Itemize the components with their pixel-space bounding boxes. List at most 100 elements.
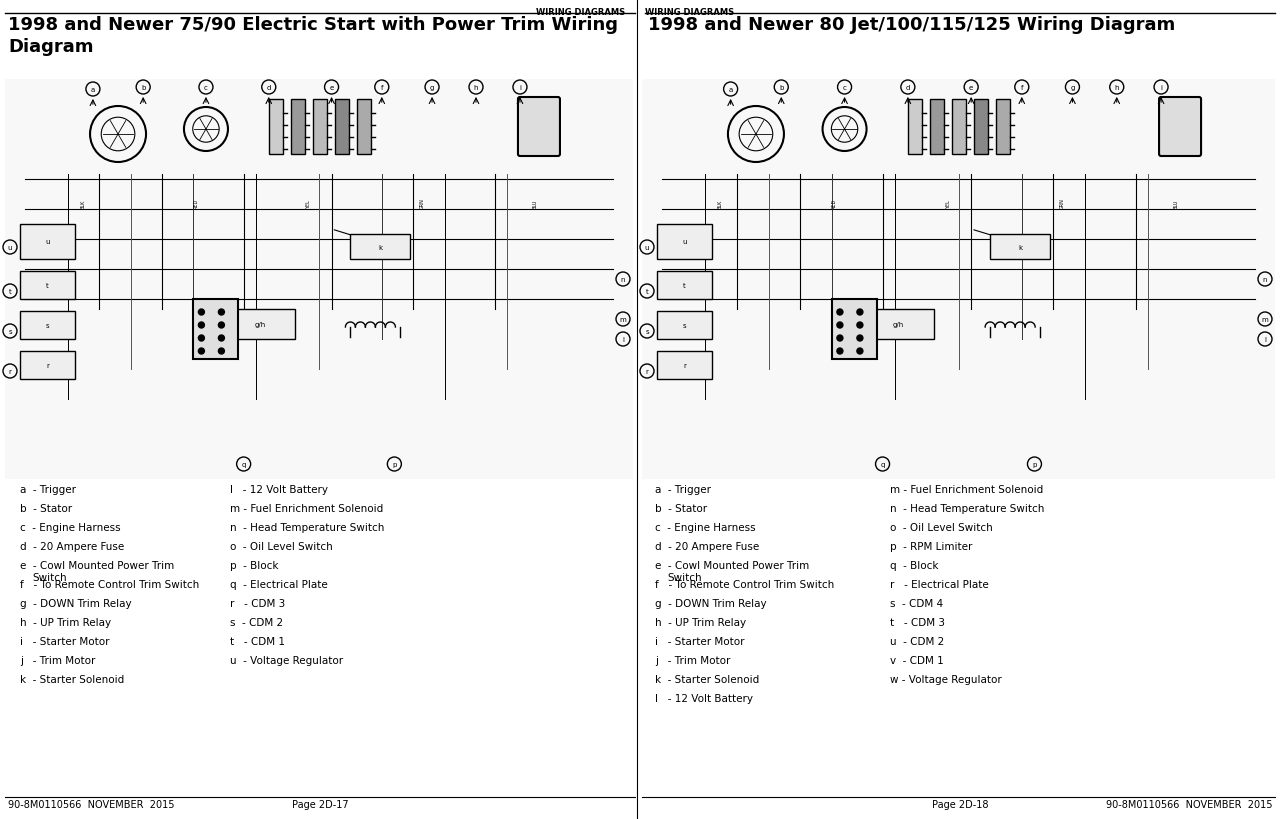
Bar xyxy=(5,80,634,479)
Circle shape xyxy=(856,310,863,315)
Text: t   - CDM 1: t - CDM 1 xyxy=(230,636,285,646)
Text: d  - 20 Ampere Fuse: d - 20 Ampere Fuse xyxy=(20,541,124,551)
Text: Page 2D-18: Page 2D-18 xyxy=(932,799,988,809)
Text: w - Voltage Regulator: w - Voltage Regulator xyxy=(890,674,1002,684)
Text: r: r xyxy=(684,363,686,369)
Text: q  - Block: q - Block xyxy=(890,560,938,570)
Text: p: p xyxy=(392,461,397,468)
Text: h  - UP Trim Relay: h - UP Trim Relay xyxy=(20,618,111,627)
Text: m - Fuel Enrichment Solenoid: m - Fuel Enrichment Solenoid xyxy=(890,484,1043,495)
Circle shape xyxy=(198,349,205,355)
Text: u  - Voltage Regulator: u - Voltage Regulator xyxy=(230,655,343,665)
Text: BLK: BLK xyxy=(718,199,723,209)
Text: YEL: YEL xyxy=(306,200,311,209)
Text: BLK: BLK xyxy=(81,199,86,209)
Text: u: u xyxy=(645,245,649,251)
Text: k  - Starter Solenoid: k - Starter Solenoid xyxy=(655,674,759,684)
Text: k: k xyxy=(1018,244,1023,250)
Text: b: b xyxy=(780,85,783,91)
Text: c: c xyxy=(204,85,207,91)
Text: BLU: BLU xyxy=(1174,199,1179,209)
Text: q  - Electrical Plate: q - Electrical Plate xyxy=(230,579,328,590)
Circle shape xyxy=(856,349,863,355)
Text: s  - CDM 4: s - CDM 4 xyxy=(890,598,943,609)
Text: a: a xyxy=(728,87,732,93)
Text: Page 2D-17: Page 2D-17 xyxy=(292,799,348,809)
Text: a  - Trigger: a - Trigger xyxy=(655,484,710,495)
Text: c  - Engine Harness: c - Engine Harness xyxy=(20,523,120,532)
Text: g: g xyxy=(1070,85,1075,91)
Text: BLU: BLU xyxy=(532,199,538,209)
Text: u: u xyxy=(8,245,13,251)
Text: l   - 12 Volt Battery: l - 12 Volt Battery xyxy=(230,484,328,495)
Text: Switch: Switch xyxy=(32,572,67,582)
Text: l: l xyxy=(622,337,625,342)
Text: e: e xyxy=(329,85,334,91)
Bar xyxy=(269,100,283,155)
Text: WIRING DIAGRAMS: WIRING DIAGRAMS xyxy=(536,8,625,17)
Text: r   - Electrical Plate: r - Electrical Plate xyxy=(890,579,988,590)
Bar xyxy=(643,80,1275,479)
Text: n: n xyxy=(1263,277,1267,283)
Bar xyxy=(20,351,76,379)
Text: l: l xyxy=(1265,337,1266,342)
Bar xyxy=(20,224,76,260)
Text: s: s xyxy=(8,328,12,335)
Circle shape xyxy=(837,349,844,355)
Text: p  - Block: p - Block xyxy=(230,560,279,570)
Text: b  - Stator: b - Stator xyxy=(655,504,707,514)
Text: WIRING DIAGRAMS: WIRING DIAGRAMS xyxy=(645,8,735,17)
Text: j   - Trim Motor: j - Trim Motor xyxy=(20,655,96,665)
Text: v  - CDM 1: v - CDM 1 xyxy=(890,655,943,665)
Text: r: r xyxy=(645,369,649,374)
Text: g  - DOWN Trim Relay: g - DOWN Trim Relay xyxy=(20,598,132,609)
Text: f: f xyxy=(380,85,383,91)
Circle shape xyxy=(198,310,205,315)
Text: p: p xyxy=(1032,461,1037,468)
Circle shape xyxy=(856,336,863,342)
Text: b: b xyxy=(141,85,146,91)
Text: h  - UP Trim Relay: h - UP Trim Relay xyxy=(655,618,746,627)
Bar xyxy=(657,272,712,300)
Text: YEL: YEL xyxy=(946,200,951,209)
Circle shape xyxy=(198,323,205,328)
Text: h: h xyxy=(1115,85,1119,91)
Text: RED: RED xyxy=(832,198,837,209)
Text: c  - Engine Harness: c - Engine Harness xyxy=(655,523,755,532)
Bar xyxy=(974,100,988,155)
Bar xyxy=(193,300,238,360)
Text: p  - RPM Limiter: p - RPM Limiter xyxy=(890,541,973,551)
Text: u: u xyxy=(45,239,50,245)
Text: 1998 and Newer 75/90 Electric Start with Power Trim Wiring
Diagram: 1998 and Newer 75/90 Electric Start with… xyxy=(8,16,618,57)
Text: g/h: g/h xyxy=(255,322,265,328)
Text: GRN: GRN xyxy=(1060,198,1065,209)
Text: c: c xyxy=(842,85,846,91)
Text: r: r xyxy=(46,363,49,369)
Text: r: r xyxy=(9,369,12,374)
Text: m - Fuel Enrichment Solenoid: m - Fuel Enrichment Solenoid xyxy=(230,504,383,514)
Bar xyxy=(657,311,712,340)
Text: e  - Cowl Mounted Power Trim: e - Cowl Mounted Power Trim xyxy=(20,560,174,570)
Text: m: m xyxy=(620,317,626,323)
Text: t   - CDM 3: t - CDM 3 xyxy=(890,618,945,627)
Text: i   - Starter Motor: i - Starter Motor xyxy=(655,636,745,646)
Text: Switch: Switch xyxy=(667,572,701,582)
Text: a  - Trigger: a - Trigger xyxy=(20,484,76,495)
Text: n  - Head Temperature Switch: n - Head Temperature Switch xyxy=(230,523,384,532)
Circle shape xyxy=(837,336,844,342)
Text: g  - DOWN Trim Relay: g - DOWN Trim Relay xyxy=(655,598,767,609)
Text: i   - Starter Motor: i - Starter Motor xyxy=(20,636,110,646)
Text: s: s xyxy=(46,323,50,328)
Text: e: e xyxy=(969,85,973,91)
Text: a: a xyxy=(91,87,95,93)
Text: k: k xyxy=(379,244,383,250)
Text: f: f xyxy=(1020,85,1023,91)
Bar xyxy=(996,100,1010,155)
Text: t: t xyxy=(645,288,649,295)
Bar xyxy=(832,300,877,360)
Text: j   - Trim Motor: j - Trim Motor xyxy=(655,655,731,665)
Text: k  - Starter Solenoid: k - Starter Solenoid xyxy=(20,674,124,684)
Bar xyxy=(357,100,371,155)
Text: o  - Oil Level Switch: o - Oil Level Switch xyxy=(890,523,993,532)
Text: u: u xyxy=(682,239,687,245)
